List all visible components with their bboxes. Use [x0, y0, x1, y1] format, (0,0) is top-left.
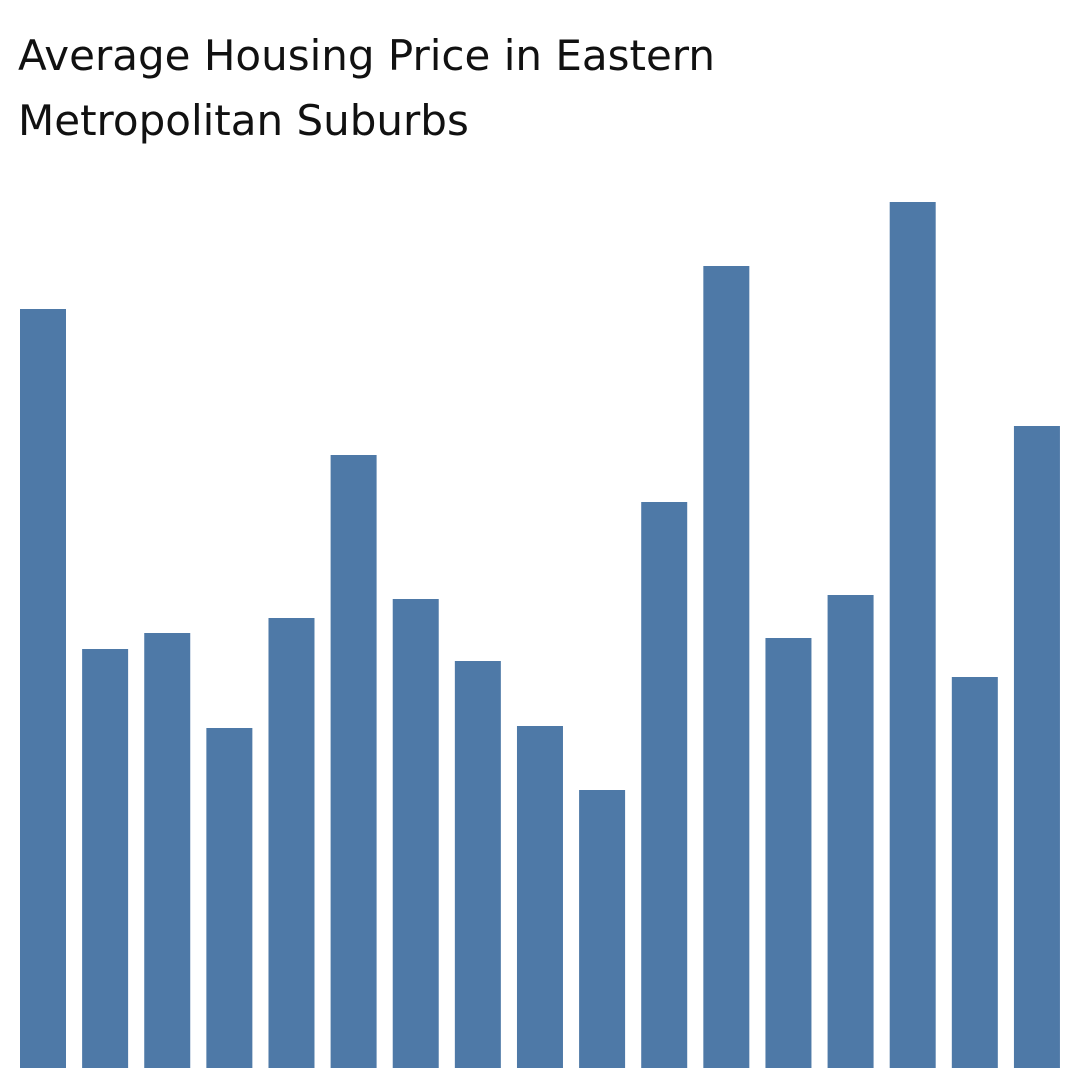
bar: [951, 677, 998, 1068]
bar: [827, 595, 874, 1068]
bar: [20, 309, 67, 1068]
bar: [330, 455, 377, 1068]
bar: [889, 202, 936, 1068]
bar: [765, 638, 812, 1068]
bar: [268, 618, 315, 1068]
bar: [392, 599, 439, 1068]
bar: [703, 266, 750, 1068]
bar: [454, 661, 501, 1068]
bar: [1013, 426, 1060, 1068]
bar: [206, 728, 253, 1068]
chart-title: Metropolitan Suburbs: [18, 96, 469, 145]
chart-title: Average Housing Price in Eastern: [18, 31, 715, 80]
bar: [641, 502, 688, 1068]
bar: [144, 633, 191, 1068]
bar: [516, 726, 563, 1068]
bar: [82, 649, 129, 1068]
bar: [579, 790, 626, 1068]
